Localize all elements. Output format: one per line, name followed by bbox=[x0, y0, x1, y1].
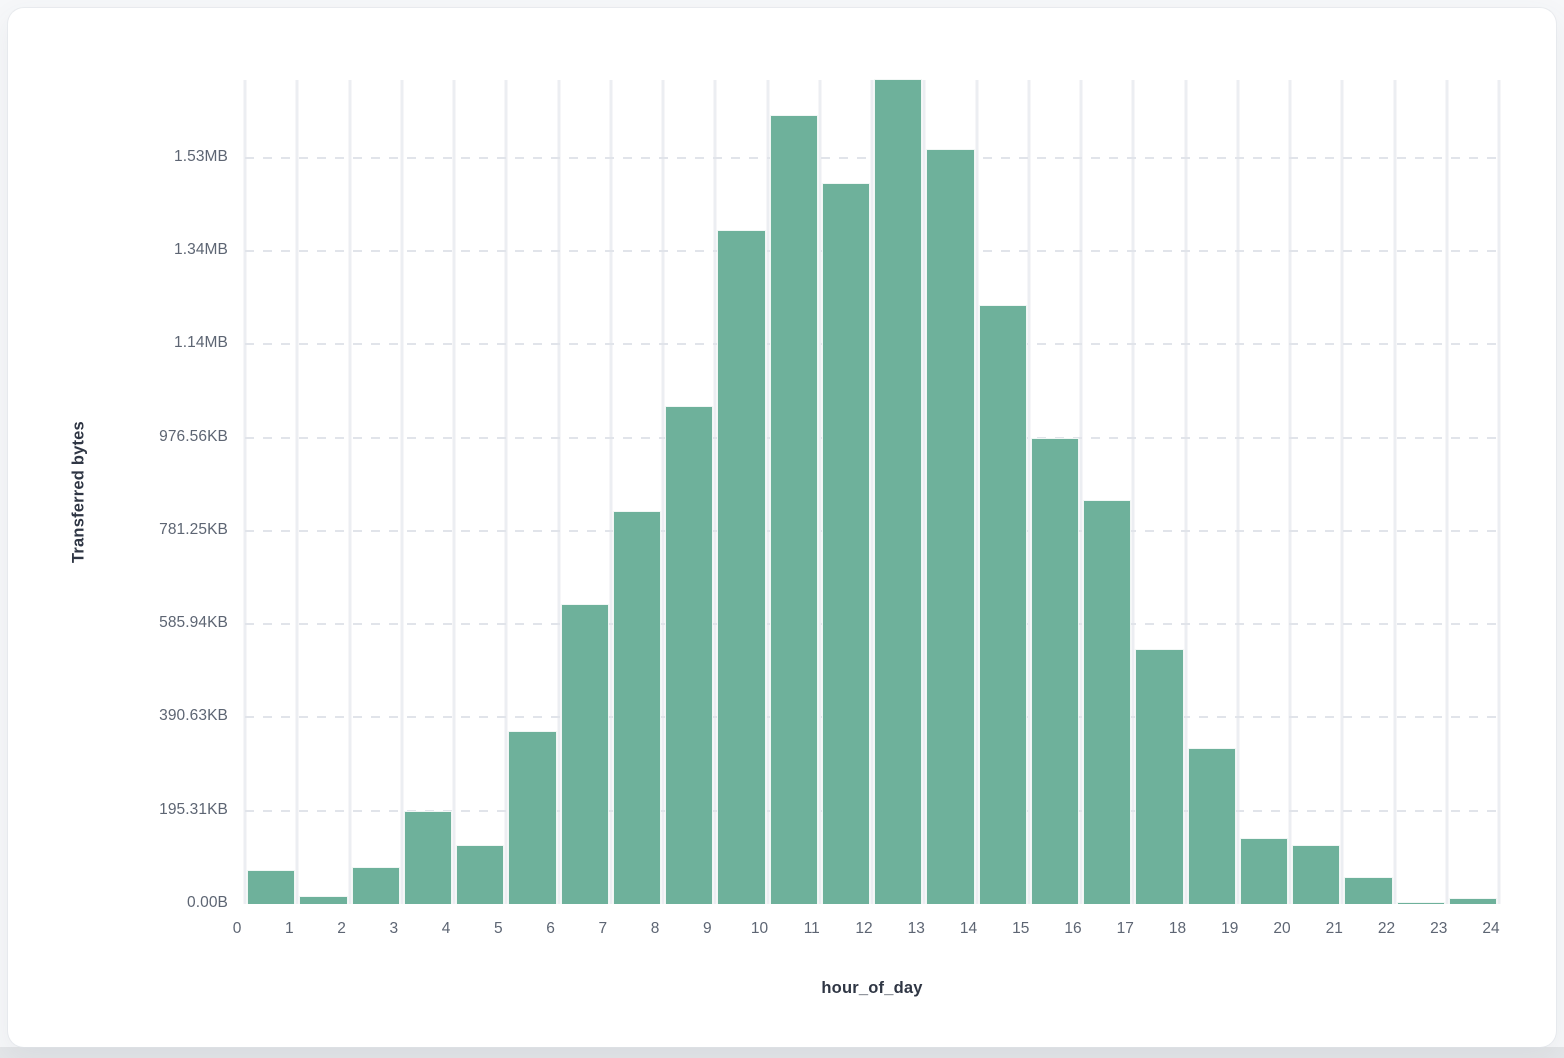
x-tick-label: 19 bbox=[1221, 920, 1239, 937]
histogram-bar-hour-16[interactable] bbox=[1083, 500, 1132, 904]
histogram-bar-hour-13[interactable] bbox=[926, 149, 975, 904]
x-tick-label: 2 bbox=[337, 920, 346, 937]
histogram-bar-hour-17[interactable] bbox=[1135, 649, 1184, 904]
histogram-bar-hour-18[interactable] bbox=[1187, 748, 1236, 904]
v-gridline bbox=[975, 80, 978, 904]
x-tick-label: 18 bbox=[1168, 920, 1187, 937]
x-tick-label: 13 bbox=[907, 920, 925, 937]
x-tick-label: 14 bbox=[959, 920, 978, 937]
h-gridline bbox=[245, 436, 1499, 439]
histogram-bar-hour-1[interactable] bbox=[299, 896, 348, 904]
chart-card: Transferred bytes hour_of_day 0.00B 195.3… bbox=[8, 8, 1556, 1047]
h-gridline bbox=[245, 716, 1499, 719]
x-tick-label: 23 bbox=[1430, 920, 1448, 937]
histogram-bar-hour-8[interactable] bbox=[665, 406, 714, 904]
x-tick-label: 6 bbox=[546, 920, 555, 937]
x-tick-label: 22 bbox=[1377, 920, 1396, 937]
histogram-bar-hour-3[interactable] bbox=[403, 811, 452, 904]
x-tick-label: 9 bbox=[702, 920, 712, 937]
v-gridline bbox=[1497, 80, 1501, 904]
x-tick-label: 7 bbox=[598, 920, 608, 937]
histogram-bar-hour-12[interactable] bbox=[874, 79, 923, 904]
v-gridline bbox=[661, 80, 665, 904]
h-gridline bbox=[245, 343, 1499, 346]
y-tick-label: 1.53MB bbox=[173, 147, 228, 165]
x-tick-label: 17 bbox=[1116, 920, 1134, 937]
v-gridline bbox=[243, 80, 247, 904]
v-gridline bbox=[1340, 80, 1344, 904]
histogram-bar-hour-14[interactable] bbox=[978, 305, 1027, 904]
h-gridline bbox=[245, 623, 1499, 626]
v-gridline bbox=[1236, 80, 1240, 904]
page-bottom-strip bbox=[0, 1047, 1564, 1058]
v-gridline bbox=[452, 80, 456, 904]
x-tick-label: 5 bbox=[493, 920, 503, 937]
x-axis-title: hour_of_day bbox=[821, 979, 923, 997]
x-tick-label: 20 bbox=[1273, 920, 1291, 937]
x-tick-label: 10 bbox=[750, 920, 769, 937]
histogram-bar-hour-11[interactable] bbox=[821, 183, 870, 904]
x-tick-label: 11 bbox=[803, 920, 820, 937]
histogram-plot-area bbox=[243, 79, 1501, 904]
v-gridline bbox=[818, 80, 822, 904]
histogram-bar-hour-22[interactable] bbox=[1396, 902, 1445, 904]
x-tick-label: 16 bbox=[1064, 920, 1082, 937]
v-gridline bbox=[1027, 80, 1031, 904]
v-gridline bbox=[504, 80, 508, 904]
histogram-bar-hour-5[interactable] bbox=[508, 731, 557, 904]
y-tick-label: 781.25KB bbox=[159, 520, 228, 538]
y-tick-label: 390.63KB bbox=[159, 707, 228, 725]
x-tick-label: 8 bbox=[650, 920, 660, 937]
v-gridline bbox=[400, 80, 404, 904]
x-tick-label: 1 bbox=[284, 920, 294, 937]
histogram-bar-hour-2[interactable] bbox=[351, 867, 400, 904]
histogram-bar-hour-7[interactable] bbox=[612, 511, 661, 904]
histogram-bar-hour-9[interactable] bbox=[717, 230, 766, 904]
y-tick-label: 0.00B bbox=[186, 894, 228, 911]
histogram-bar-hour-19[interactable] bbox=[1239, 838, 1288, 904]
v-gridline bbox=[922, 80, 926, 904]
histogram-bar-hour-23[interactable] bbox=[1448, 898, 1497, 904]
v-gridline bbox=[557, 80, 560, 904]
v-gridline bbox=[1079, 80, 1083, 904]
y-tick-label: 976.56KB bbox=[159, 427, 228, 445]
y-tick-label: 585.94KB bbox=[159, 614, 228, 632]
v-gridline bbox=[1445, 80, 1449, 904]
histogram-bar-hour-6[interactable] bbox=[560, 604, 609, 904]
histogram-bar-hour-4[interactable] bbox=[456, 845, 505, 904]
h-gridline bbox=[245, 156, 1499, 159]
histogram-bar-hour-10[interactable] bbox=[769, 115, 818, 904]
histogram-bar-hour-20[interactable] bbox=[1292, 845, 1341, 904]
h-gridline bbox=[245, 529, 1499, 532]
v-gridline bbox=[713, 80, 717, 904]
v-gridline bbox=[295, 80, 299, 904]
x-tick-label: 21 bbox=[1325, 920, 1343, 937]
y-tick-label: 1.14MB bbox=[173, 334, 228, 352]
h-gridline bbox=[245, 249, 1499, 252]
h-gridline bbox=[245, 809, 1499, 812]
y-tick-label: 1.34MB bbox=[173, 240, 228, 258]
v-gridline bbox=[1131, 80, 1135, 904]
v-gridline bbox=[870, 80, 874, 904]
x-tick-label: 0 bbox=[232, 920, 242, 937]
v-gridline bbox=[348, 80, 351, 904]
x-tick-label: 15 bbox=[1012, 920, 1030, 937]
x-tick-label: 12 bbox=[855, 920, 873, 937]
v-gridline bbox=[766, 80, 769, 904]
v-gridline bbox=[1393, 80, 1396, 904]
histogram-bar-hour-15[interactable] bbox=[1030, 438, 1079, 904]
v-gridline bbox=[1288, 80, 1292, 904]
x-tick-label: 3 bbox=[389, 920, 399, 937]
v-gridline bbox=[1184, 80, 1187, 904]
v-gridline bbox=[609, 80, 613, 904]
x-tick-label: 24 bbox=[1482, 920, 1500, 937]
y-tick-label: 195.31KB bbox=[159, 800, 228, 818]
histogram-bar-hour-21[interactable] bbox=[1344, 877, 1393, 904]
histogram-bar-hour-0[interactable] bbox=[247, 870, 296, 904]
x-tick-label: 4 bbox=[441, 920, 451, 937]
